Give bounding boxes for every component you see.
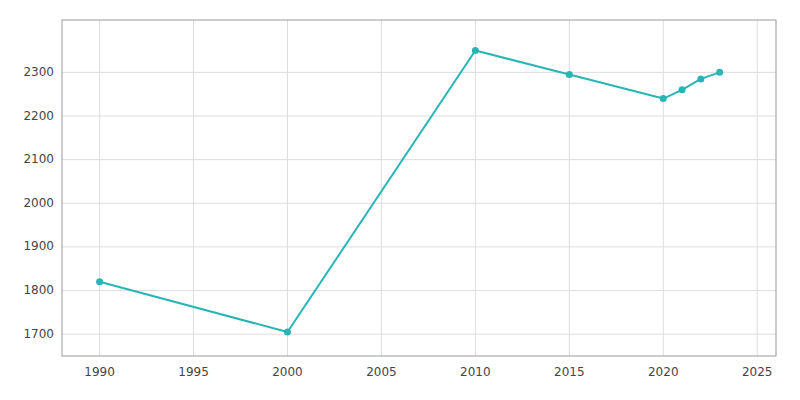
x-grid-line: [193, 20, 194, 356]
y-grid-line: [62, 203, 776, 204]
y-tick-label: 2300: [23, 65, 54, 79]
data-line: [100, 51, 720, 332]
y-grid-line: [62, 290, 776, 291]
x-tick-label: 2025: [742, 365, 773, 379]
data-point: [96, 278, 103, 285]
x-tick-label: 2015: [554, 365, 585, 379]
plot-frame: [62, 20, 776, 356]
data-point: [716, 69, 723, 76]
plot-area: [62, 20, 776, 356]
data-point: [679, 86, 686, 93]
x-grid-line: [99, 20, 100, 356]
tick-labels: 1700 1800 1900 2000 2100 2200 2300 1990 1995 2000…: [23, 65, 772, 379]
y-tick-label: 2100: [23, 152, 54, 166]
x-tick-label: 2005: [366, 365, 397, 379]
x-tick-label: 2020: [648, 365, 679, 379]
data-point: [566, 71, 573, 78]
y-grid-line: [62, 334, 776, 335]
y-tick-label: 1900: [23, 239, 54, 253]
x-grid-line: [381, 20, 382, 356]
y-tick-label: 1800: [23, 283, 54, 297]
y-tick-label: 2200: [23, 109, 54, 123]
x-grid-line: [287, 20, 288, 356]
chart-container: 1700 1800 1900 2000 2100 2200 2300 1990 1995 2000…: [0, 0, 800, 400]
y-grid-line: [62, 246, 776, 247]
data-point: [660, 95, 667, 102]
data-point: [284, 329, 291, 336]
y-grid-line: [62, 159, 776, 160]
x-tick-label: 2010: [460, 365, 491, 379]
grid: [62, 20, 776, 356]
data-point: [472, 47, 479, 54]
x-tick-label: 1995: [178, 365, 209, 379]
data-point: [697, 75, 704, 82]
y-grid-line: [62, 72, 776, 73]
x-grid-line: [475, 20, 476, 356]
x-tick-label: 2000: [272, 365, 303, 379]
chart-svg: 1700 1800 1900 2000 2100 2200 2300 1990 1995 2000…: [0, 0, 800, 400]
x-grid-line: [757, 20, 758, 356]
x-grid-line: [663, 20, 664, 356]
x-grid-line: [569, 20, 570, 356]
data-layer: [96, 47, 723, 335]
y-tick-label: 1700: [23, 327, 54, 341]
x-tick-label: 1990: [84, 365, 115, 379]
y-tick-label: 2000: [23, 196, 54, 210]
y-grid-line: [62, 116, 776, 117]
